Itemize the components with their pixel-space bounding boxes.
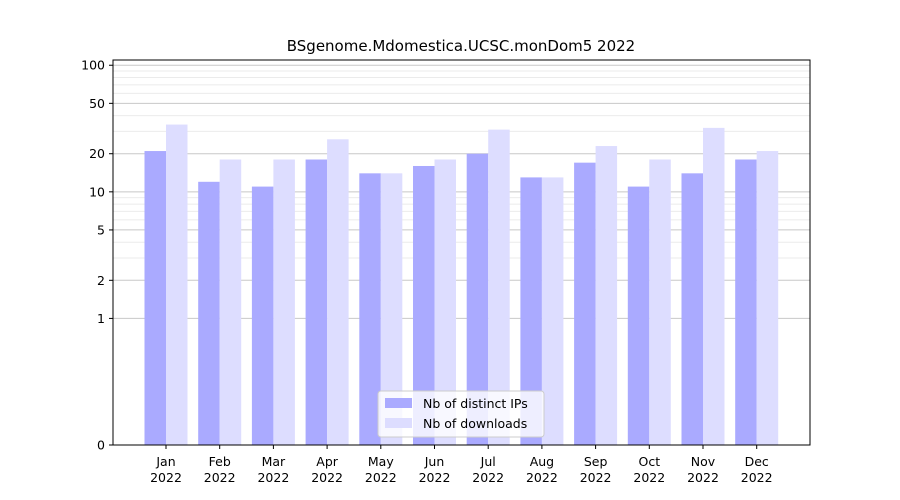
x-tick-label: May 2022 — [365, 454, 397, 485]
bar-downloads — [649, 159, 671, 445]
bar-distinct-ips — [466, 153, 489, 446]
x-tick-label: Jan 2022 — [150, 454, 182, 485]
x-tick-label: Nov 2022 — [687, 454, 719, 485]
bar-distinct-ips — [520, 177, 542, 446]
bar-downloads — [380, 173, 403, 445]
bar-downloads — [595, 146, 618, 445]
bar-downloads — [273, 159, 295, 445]
bar-distinct-ips — [251, 186, 274, 446]
bar-downloads — [756, 151, 779, 445]
legend: Nb of distinct IPs Nb of downloads — [377, 390, 545, 438]
x-tick-label: Feb 2022 — [204, 454, 236, 485]
bar-downloads — [541, 177, 564, 446]
x-tick-label: Aug 2022 — [526, 454, 558, 485]
legend-swatch — [385, 418, 412, 428]
x-tick-label: Mar 2022 — [257, 454, 289, 485]
y-axis: 0 1 2 5 10 20 50 100 — [81, 58, 113, 453]
x-axis: Jan 2022 Feb 2022 Mar 2022 Apr 2022 May 2022 Jun 20… — [150, 445, 773, 485]
x-tick-label: Dec 2022 — [741, 454, 773, 485]
y-tick-label: 50 — [89, 96, 105, 111]
chart-title: BSgenome.Mdomestica.UCSC.monDom5 2022 — [287, 37, 635, 55]
bar-distinct-ips — [198, 181, 220, 445]
y-tick-label: 5 — [97, 222, 105, 237]
y-tick-label: 2 — [97, 273, 105, 288]
bar-distinct-ips — [359, 173, 381, 445]
bar-distinct-ips — [627, 186, 650, 446]
bar-downloads — [327, 139, 349, 445]
x-tick-label: Jun 2022 — [419, 454, 451, 485]
x-tick-label: Apr 2022 — [311, 454, 343, 485]
bar-downloads — [434, 159, 456, 445]
bar-distinct-ips — [574, 162, 596, 445]
bar-distinct-ips — [735, 159, 757, 445]
bar-downloads — [219, 159, 242, 445]
y-tick-label: 100 — [81, 58, 105, 73]
y-tick-label: 0 — [97, 438, 105, 453]
bar-distinct-ips — [413, 165, 435, 446]
bar-distinct-ips — [144, 151, 166, 445]
legend-label: Nb of distinct IPs — [423, 396, 528, 411]
y-tick-label: 10 — [89, 184, 105, 199]
y-tick-label: 20 — [89, 146, 105, 161]
legend-label: Nb of downloads — [423, 416, 527, 431]
bar-downloads — [703, 127, 725, 445]
y-tick-label: 1 — [97, 311, 105, 326]
x-tick-label: Jul 2022 — [472, 454, 504, 485]
legend-box — [377, 390, 545, 438]
legend-swatch — [385, 398, 412, 408]
plot-frame — [112, 59, 811, 446]
bar-distinct-ips — [681, 173, 703, 445]
bar-downloads — [488, 129, 510, 445]
bar-downloads — [166, 124, 188, 445]
x-tick-label: Sep 2022 — [580, 454, 612, 485]
bar-distinct-ips — [305, 159, 328, 445]
x-tick-label: Oct 2022 — [633, 454, 665, 485]
bars-layer — [144, 124, 779, 446]
